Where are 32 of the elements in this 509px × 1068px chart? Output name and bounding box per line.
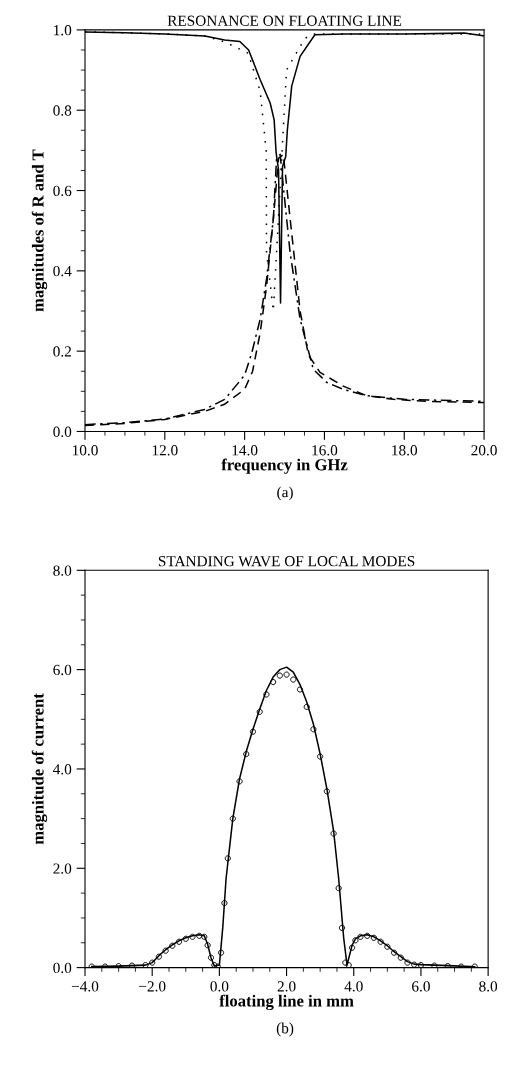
x-tick-label: 18.0 [392,445,418,456]
chart-title: RESONANCE ON FLOATING LINE [167,15,402,26]
y-tick-label: 0.8 [53,105,72,116]
x-axis-title: frequency in GHz [221,458,348,474]
x-tick-label: 8.0 [479,981,498,992]
y-tick-label: 6.0 [53,664,72,676]
x-tick-label: −2.0 [139,981,166,992]
x-tick-label: 16.0 [312,445,338,456]
text: (a) [277,486,293,501]
y-tick-label: 0.0 [53,426,72,437]
x-tick-label: 2.0 [277,981,296,992]
x-tick-label: 10.0 [72,445,98,456]
y-tick-label: 0.6 [53,185,72,197]
chart-title: STANDING WAVE OF LOCAL MODES [158,556,415,567]
x-tick-label: 20.0 [471,445,497,456]
x-tick-label: 0.0 [210,981,229,992]
y-tick-label: 4.0 [53,764,72,775]
x-tick-label: 12.0 [152,445,178,456]
y-axis-title: magnitude of current [31,693,48,845]
y-tick-label: 0.2 [53,346,71,357]
y-tick-label: 0.4 [53,265,72,277]
x-tick-label: 6.0 [412,981,430,992]
y-axis-title: magnitudes of R and T [31,149,48,312]
x-tick-label: 14.0 [232,445,258,456]
y-tick-label: 1.0 [54,25,72,36]
x-tick-label: 4.0 [344,981,363,992]
y-tick-label: 0.0 [53,962,72,974]
x-tick-label: −4.0 [71,981,99,992]
text: (b) [276,1022,294,1037]
x-axis-title: floating line in mm [219,994,354,1011]
y-tick-label: 2.0 [53,863,72,874]
y-tick-label: 8.0 [53,565,72,576]
